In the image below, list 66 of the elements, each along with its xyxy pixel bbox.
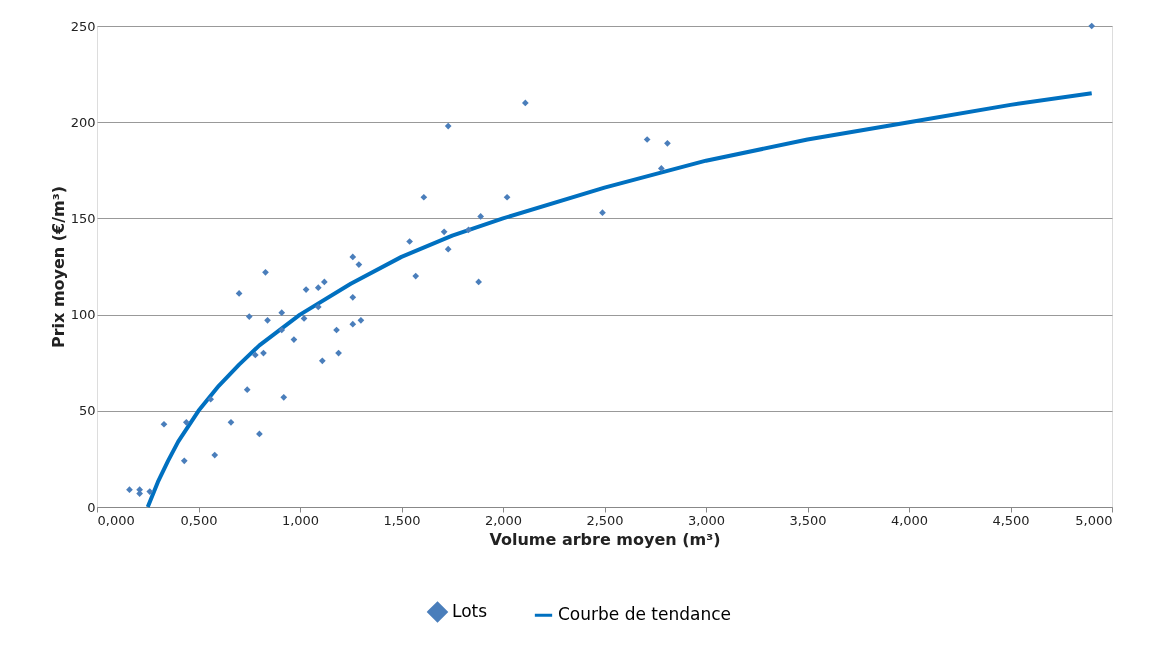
point <box>406 238 413 245</box>
x-axis-title: Volume arbre moyen (m³) <box>489 529 721 549</box>
x-tick-label: 4,000 <box>890 512 929 528</box>
point <box>290 336 298 343</box>
point <box>280 393 288 401</box>
y-tick-label: 100 <box>70 307 96 323</box>
point <box>412 272 420 280</box>
x-tick-label: 2,500 <box>586 512 624 528</box>
point <box>355 261 363 268</box>
point <box>278 309 286 317</box>
point <box>235 290 243 297</box>
point <box>245 313 253 320</box>
point <box>657 165 665 172</box>
point <box>180 457 188 465</box>
point <box>477 213 485 220</box>
point <box>599 209 606 216</box>
point <box>136 490 143 497</box>
point <box>349 293 357 301</box>
point <box>264 317 271 324</box>
x-tick-label: 0,000 <box>97 512 135 528</box>
point <box>349 320 357 328</box>
y-tick-label: 150 <box>70 210 96 226</box>
legend-label: Courbe de tendance <box>558 604 732 625</box>
point <box>146 488 154 495</box>
point <box>357 317 365 324</box>
point <box>475 278 482 286</box>
point <box>444 245 452 253</box>
point <box>262 268 269 276</box>
x-tick-label: 1,000 <box>281 512 320 528</box>
point <box>314 303 322 311</box>
point <box>251 351 259 359</box>
point <box>321 278 328 286</box>
point <box>440 228 448 236</box>
point <box>318 357 326 365</box>
y-tick-label: 200 <box>70 114 96 130</box>
point <box>503 193 511 201</box>
y-tick-label: 0 <box>87 499 96 515</box>
legend-label: Lots <box>452 600 488 621</box>
point <box>126 486 133 494</box>
x-tick-label: 4,500 <box>992 512 1030 528</box>
x-tick-label: 2,000 <box>484 512 523 528</box>
point <box>664 140 671 147</box>
x-tick-label: 0,500 <box>180 512 218 528</box>
y-tick-label: 250 <box>70 18 96 34</box>
line-series <box>145 91 1094 509</box>
x-tick-label: 1,500 <box>383 512 421 528</box>
point <box>211 451 219 459</box>
point <box>207 395 215 403</box>
point <box>278 326 286 334</box>
point <box>349 253 357 261</box>
point <box>521 99 529 107</box>
point <box>420 193 428 201</box>
x-tick-label: 3,000 <box>687 512 726 528</box>
point <box>302 286 310 293</box>
point <box>243 386 251 393</box>
y-axis-title: Prix moyen (€/m³) <box>48 185 68 349</box>
point <box>182 418 190 426</box>
point <box>444 122 452 130</box>
point <box>1088 22 1096 30</box>
x-tick-label: 3,500 <box>789 512 827 528</box>
point <box>227 418 235 426</box>
y-tick-label: 50 <box>78 403 96 419</box>
point <box>256 430 263 438</box>
point <box>160 420 168 428</box>
point <box>314 284 322 292</box>
x-tick-label: 5,000 <box>1075 512 1113 528</box>
